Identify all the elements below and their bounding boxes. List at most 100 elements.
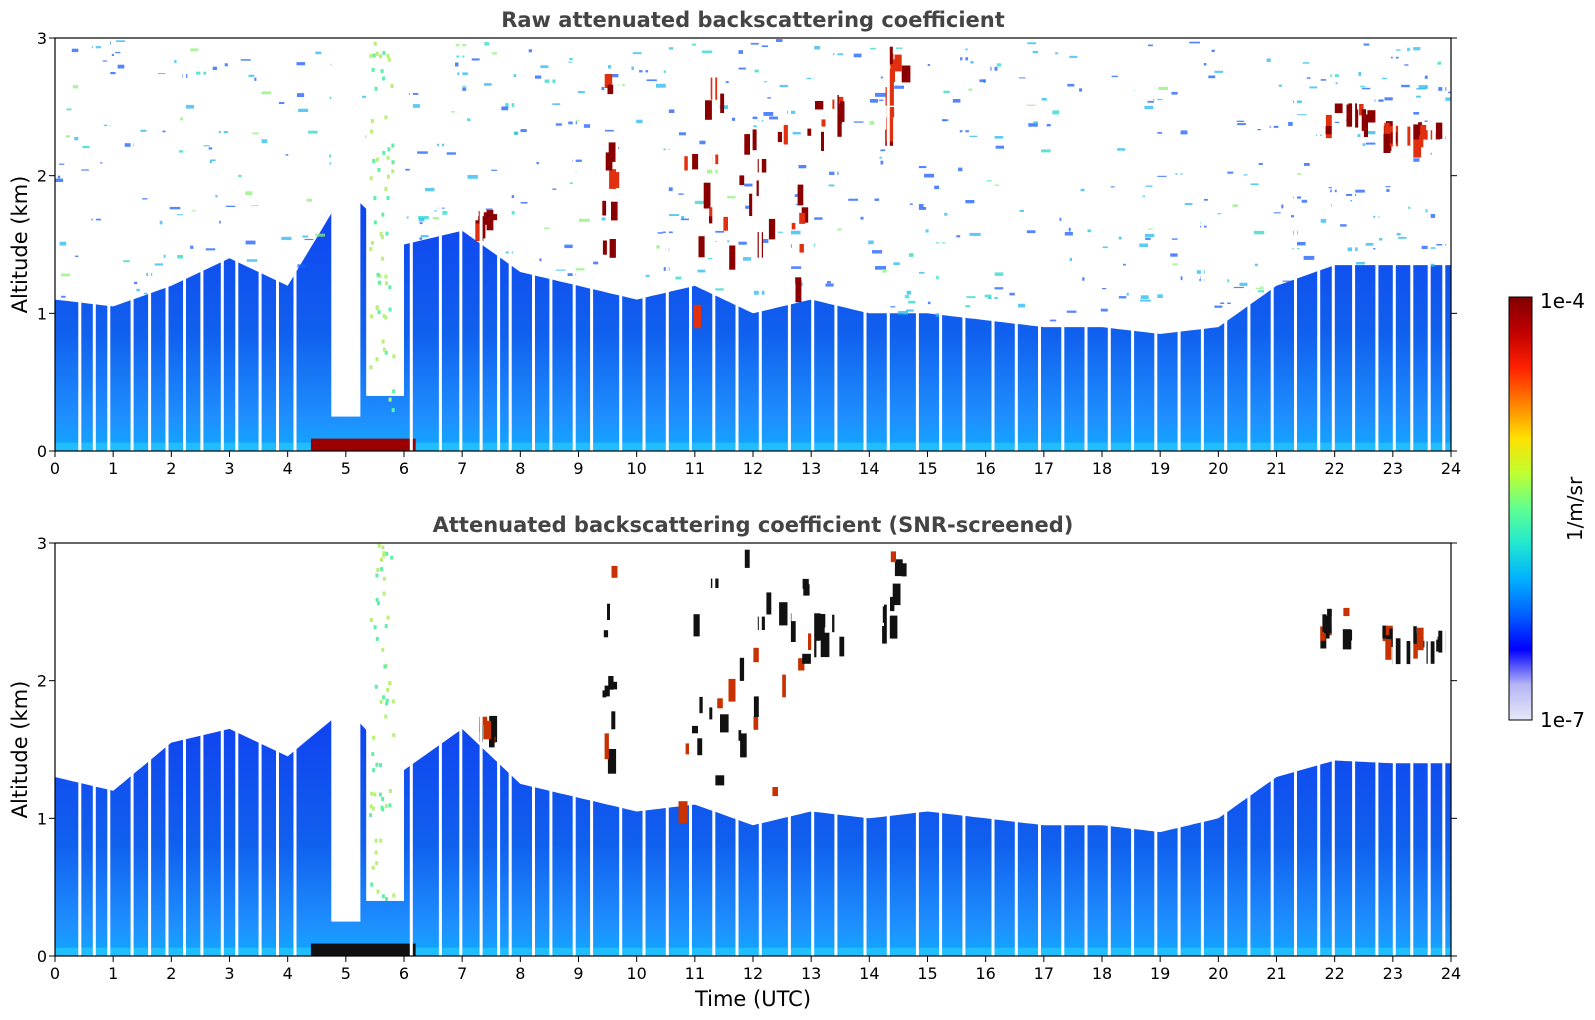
rain-echo	[388, 397, 392, 402]
noise-speckle	[764, 81, 768, 83]
missing-data-stripe	[78, 38, 82, 451]
noise-speckle	[511, 211, 515, 215]
rain-echo	[379, 763, 382, 768]
noise-speckle	[759, 45, 769, 48]
noise-speckle	[1306, 77, 1311, 79]
noise-speckle	[870, 47, 876, 50]
noise-speckle	[995, 145, 1005, 149]
noise-speckle	[79, 169, 89, 171]
missing-data-stripe	[962, 543, 966, 956]
missing-data-stripe	[508, 38, 512, 451]
noise-speckle	[1052, 110, 1060, 115]
noise-speckle	[908, 300, 916, 304]
cloud-echo	[709, 215, 714, 224]
rain-echo	[378, 274, 382, 278]
noise-speckle	[925, 229, 929, 233]
missing-data-stripe	[220, 38, 224, 451]
noise-speckle	[513, 74, 517, 78]
noise-speckle	[1040, 149, 1051, 153]
cloud-echo	[728, 678, 738, 702]
noise-speckle	[952, 99, 961, 103]
rain-echo	[388, 285, 392, 290]
rain-echo	[380, 69, 384, 74]
rain-echo	[373, 196, 377, 201]
noise-speckle	[1363, 43, 1370, 46]
rain-echo	[370, 119, 374, 123]
rain-echo	[376, 567, 380, 572]
rain-column-gap	[331, 543, 361, 922]
cloud-echo	[832, 614, 837, 633]
missing-data-stripe	[549, 543, 553, 956]
rain-echo	[384, 274, 388, 279]
x-tick-label: 3	[224, 459, 234, 478]
cloud-echo	[832, 99, 836, 109]
rain-echo	[372, 53, 376, 58]
cloud-echo	[1417, 627, 1424, 651]
noise-speckle	[459, 87, 467, 91]
noise-speckle	[1340, 224, 1347, 227]
noise-speckle	[308, 130, 318, 134]
noise-speckle	[744, 183, 753, 187]
noise-speckle	[1346, 193, 1357, 196]
noise-speckle	[574, 268, 585, 271]
rain-echo	[374, 684, 378, 689]
noise-speckle	[832, 53, 844, 56]
missing-data-stripe	[1107, 38, 1111, 451]
noise-speckle	[813, 217, 823, 220]
noise-speckle	[736, 50, 743, 54]
noise-speckle	[279, 102, 285, 104]
cloud-echo	[604, 74, 613, 88]
noise-speckle	[1258, 290, 1264, 293]
noise-speckle	[1296, 114, 1307, 116]
x-tick-label: 21	[1266, 459, 1286, 478]
missing-data-stripe	[165, 543, 169, 956]
noise-speckle	[177, 255, 184, 259]
noise-speckle	[903, 312, 908, 315]
noise-speckle	[245, 240, 256, 245]
missing-data-stripe	[1247, 543, 1251, 956]
noise-speckle	[714, 241, 717, 242]
noise-speckle	[569, 182, 575, 184]
cloud-echo	[697, 738, 703, 756]
noise-speckle	[1123, 263, 1126, 266]
noise-speckle	[511, 195, 515, 198]
noise-speckle	[1360, 85, 1366, 88]
noise-speckle	[124, 143, 134, 147]
noise-speckle	[555, 269, 566, 271]
noise-speckle	[605, 129, 614, 132]
raw-panel-title: Raw attenuated backscattering coefficien…	[501, 8, 1005, 32]
missing-data-stripe	[1200, 543, 1204, 956]
colorbar-min-label: 1e-7	[1540, 708, 1585, 732]
noise-speckle	[140, 129, 147, 132]
rain-echo	[384, 115, 388, 120]
rain-echo	[380, 557, 383, 562]
raw-backscatter-panel: Raw attenuated backscattering coefficien…	[8, 8, 1461, 478]
noise-speckle	[406, 216, 409, 219]
noise-speckle	[896, 47, 903, 49]
noise-speckle	[1384, 97, 1396, 101]
noise-speckle	[1237, 123, 1246, 126]
noise-speckle	[61, 295, 66, 298]
noise-speckle	[1064, 232, 1073, 236]
rain-echo	[384, 714, 388, 719]
missing-data-stripe	[1154, 543, 1158, 956]
noise-speckle	[656, 83, 667, 88]
cloud-echo	[1418, 122, 1422, 136]
rain-echo	[372, 768, 376, 773]
x-tick-label: 4	[283, 964, 293, 983]
noise-speckle	[251, 205, 260, 207]
noise-speckle	[1027, 42, 1037, 45]
noise-speckle	[1208, 75, 1216, 79]
cloud-echo	[723, 216, 728, 231]
missing-data-stripe	[258, 543, 262, 956]
cloud-echo	[803, 584, 810, 596]
x-tick-label: 5	[341, 964, 351, 983]
noise-speckle	[787, 110, 796, 114]
rain-echo	[391, 169, 395, 174]
rain-echo	[382, 347, 386, 352]
cloud-echo	[813, 613, 821, 638]
x-tick-label: 8	[515, 964, 525, 983]
noise-speckle	[1269, 125, 1279, 128]
noise-speckle	[1145, 185, 1153, 187]
noise-speckle	[750, 42, 762, 45]
